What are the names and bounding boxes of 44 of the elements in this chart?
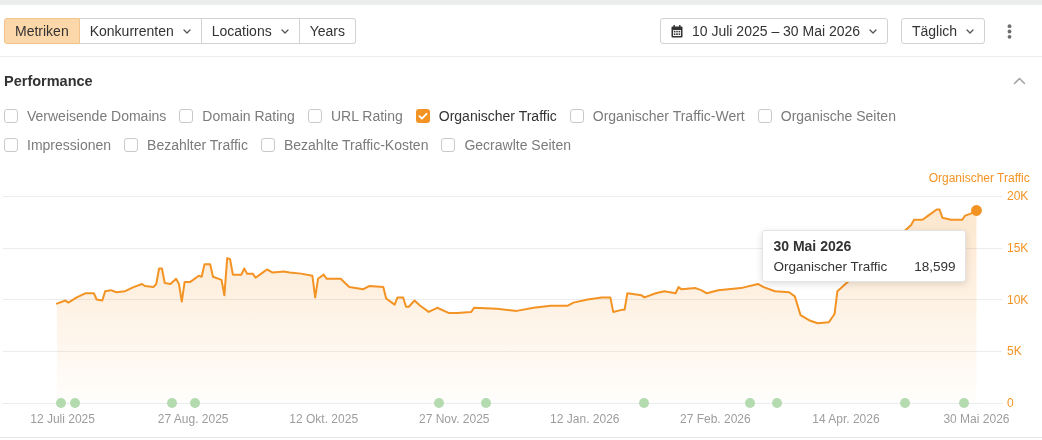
x-tick-label: 12 Juli 2025 bbox=[30, 412, 96, 426]
text: Gecrawlte Seiten bbox=[464, 137, 572, 153]
y-tick-label: 5K bbox=[1007, 344, 1022, 359]
button[interactable]: Locations bbox=[201, 18, 300, 44]
x-tick-label: 27 Nov. 2025 bbox=[419, 412, 490, 426]
annotation: 18,599 bbox=[914, 258, 956, 275]
chart-title: Performance bbox=[4, 73, 93, 89]
text: URL Rating bbox=[330, 108, 403, 124]
checkbox[interactable] bbox=[415, 109, 430, 123]
text: Bezahlter Traffic bbox=[147, 137, 248, 153]
annotation: 30 Mai 2026 bbox=[773, 237, 853, 254]
y-tick-label: 0 bbox=[1007, 396, 1014, 410]
text: Organischer Traffic-Wert bbox=[592, 108, 745, 124]
x-tick-label: 14 Apr. 2026 bbox=[812, 412, 880, 426]
x-tick-label: 12 Okt. 2025 bbox=[289, 412, 359, 426]
text: Organische Seiten bbox=[780, 108, 896, 124]
x-tick-label: 27 Aug. 2025 bbox=[157, 412, 229, 426]
button[interactable]: Konkurrenten bbox=[79, 18, 202, 44]
x-tick-label: 30 Mai 2026 bbox=[943, 412, 1010, 426]
series-label: Organischer Traffic bbox=[773, 258, 888, 275]
checkbox[interactable] bbox=[4, 138, 18, 152]
text: Impressionen bbox=[27, 137, 112, 153]
checkbox[interactable] bbox=[757, 109, 772, 123]
checkbox[interactable] bbox=[307, 109, 322, 123]
checkbox[interactable] bbox=[569, 109, 584, 123]
checkbox[interactable] bbox=[260, 138, 275, 152]
checkbox[interactable] bbox=[441, 138, 456, 152]
x-tick-label: 12 Jan. 2026 bbox=[550, 412, 620, 426]
text: Bezahlte Traffic-Kosten bbox=[283, 137, 429, 153]
checkbox[interactable] bbox=[4, 109, 18, 123]
button[interactable]: Metriken bbox=[4, 18, 80, 44]
date-range-button[interactable]: 10 Juli 2025 – 30 Mai 2026 bbox=[660, 18, 889, 44]
text: Verweisende Domains bbox=[27, 108, 167, 124]
text: Organischer Traffic bbox=[928, 171, 1030, 185]
y-tick-label: 10K bbox=[1007, 292, 1029, 307]
text: Domain Rating bbox=[202, 108, 295, 124]
text: Organischer Traffic bbox=[438, 108, 557, 124]
checkbox[interactable] bbox=[179, 109, 194, 123]
button[interactable]: Years bbox=[299, 18, 356, 44]
x-tick-label: 27 Feb. 2026 bbox=[679, 412, 752, 426]
y-tick-label: 15K bbox=[1007, 240, 1029, 255]
y-tick-label: 20K bbox=[1007, 189, 1029, 203]
checkbox[interactable] bbox=[124, 138, 139, 152]
button[interactable]: Täglich bbox=[901, 18, 986, 44]
